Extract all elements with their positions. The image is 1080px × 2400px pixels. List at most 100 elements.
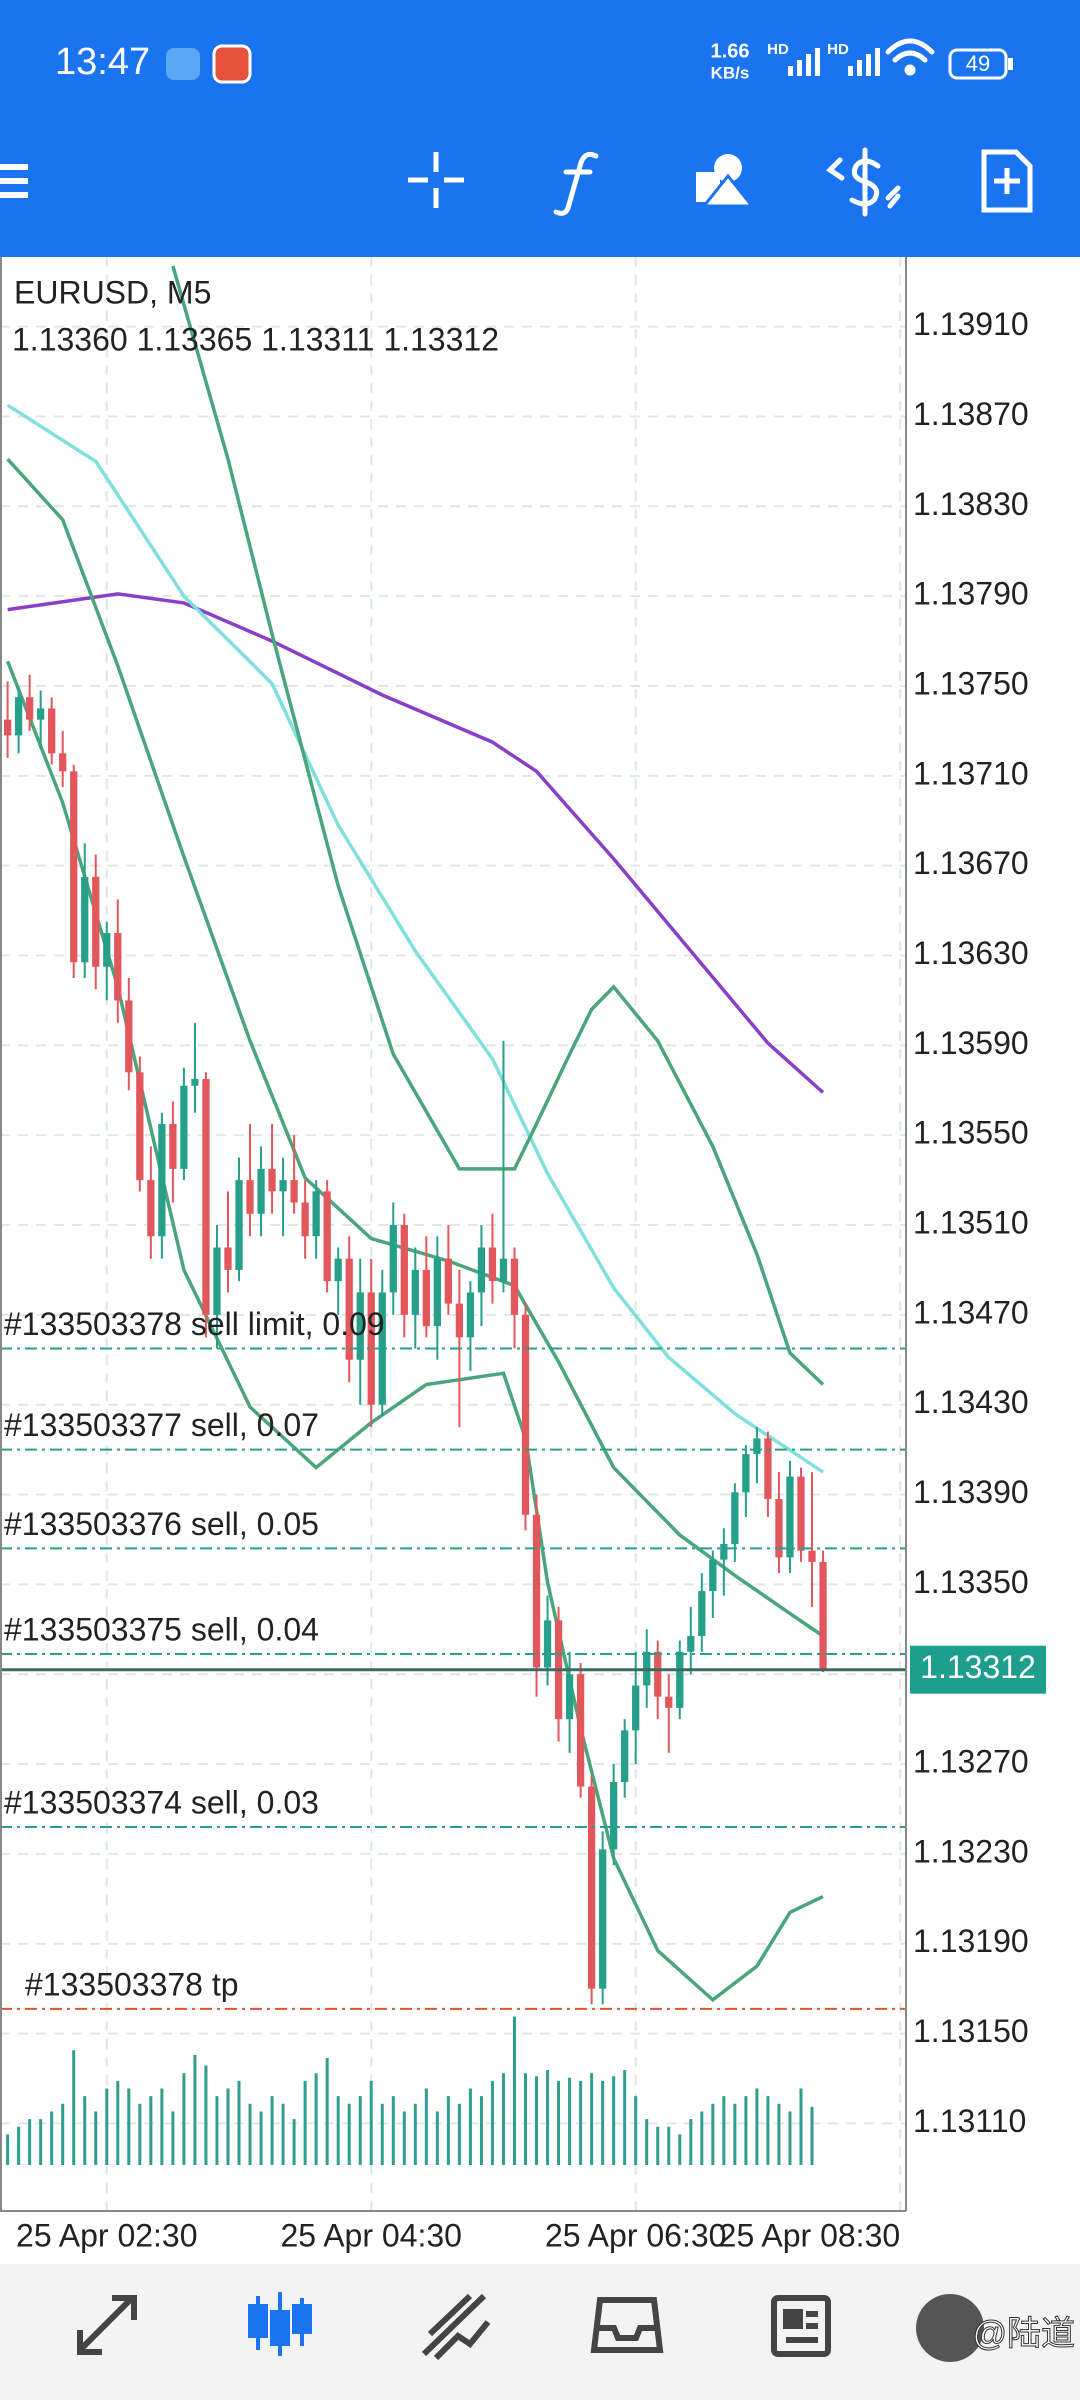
candle-body xyxy=(290,1180,298,1203)
y-tick-label: 1.13230 xyxy=(913,1833,1029,1869)
grid xyxy=(0,257,906,2211)
candle-body xyxy=(213,1247,221,1315)
history-tab[interactable] xyxy=(590,2297,664,2353)
candle-body xyxy=(565,1674,574,1720)
y-tick-label: 1.13630 xyxy=(913,935,1029,971)
signal-icon xyxy=(788,48,820,76)
candle-body xyxy=(466,1292,475,1338)
ohlc-info: 1.13360 1.13365 1.13311 1.13312 xyxy=(12,321,499,357)
candle-body xyxy=(654,1651,662,1697)
candle-body xyxy=(70,771,78,963)
candle-body xyxy=(477,1247,486,1293)
y-tick-label: 1.13750 xyxy=(913,665,1029,701)
candle-body xyxy=(753,1438,761,1455)
y-tick-label: 1.13790 xyxy=(913,576,1029,612)
candle-body xyxy=(81,876,89,963)
candle-body xyxy=(279,1180,287,1192)
candle-body xyxy=(709,1559,717,1592)
order-label: #133503374 sell, 0.03 xyxy=(4,1784,319,1820)
sim-tag: HD xyxy=(767,41,789,58)
candle-body xyxy=(819,1561,827,1670)
candle-body xyxy=(543,1620,552,1668)
candle-body xyxy=(775,1499,783,1558)
indicators-button[interactable] xyxy=(553,151,599,216)
wifi-icon xyxy=(885,38,935,76)
candle-body xyxy=(510,1258,519,1315)
order-label: #133503378 tp xyxy=(25,1966,239,2002)
y-tick-label: 1.13150 xyxy=(913,2013,1029,2049)
candle-body xyxy=(521,1314,530,1515)
candle-body xyxy=(676,1651,684,1708)
menu-button[interactable] xyxy=(0,164,28,198)
new-order-button[interactable] xyxy=(981,149,1033,213)
candle-body xyxy=(257,1168,265,1214)
plot xyxy=(0,265,906,2165)
objects-button[interactable] xyxy=(696,154,756,208)
trade-tab[interactable] xyxy=(421,2293,491,2361)
order-label: #133503375 sell, 0.04 xyxy=(4,1611,319,1647)
indicator-line xyxy=(7,592,825,1094)
price-label-bg xyxy=(910,1645,1046,1694)
candle-body xyxy=(576,1674,585,1787)
candle-body xyxy=(786,1476,794,1558)
candle-body xyxy=(323,1191,331,1282)
candle-body xyxy=(136,1072,144,1181)
x-tick-label: 25 Apr 02:30 xyxy=(16,2217,197,2253)
y-tick-label: 1.13670 xyxy=(913,845,1029,881)
order-label: #133503378 sell limit, 0.09 xyxy=(4,1306,385,1342)
candle-body xyxy=(665,1696,673,1708)
news-tab[interactable] xyxy=(771,2295,831,2357)
candle-body xyxy=(411,1269,419,1315)
candle-body xyxy=(169,1123,177,1169)
candle-body xyxy=(246,1180,254,1214)
candle-body xyxy=(433,1258,441,1327)
order-label: #133503376 sell, 0.05 xyxy=(4,1506,319,1542)
candle-body xyxy=(3,719,12,736)
bottom-nav xyxy=(0,2264,1080,2400)
indicator-line xyxy=(171,265,825,1386)
battery-tip xyxy=(1008,58,1013,70)
candle-body xyxy=(797,1476,805,1551)
watermark: @陆道 xyxy=(972,2315,1075,2353)
candle-body xyxy=(356,1292,364,1360)
candle-body xyxy=(334,1258,342,1282)
y-tick-label: 1.13910 xyxy=(913,306,1029,342)
candle-body xyxy=(48,708,56,754)
candle-body xyxy=(499,1258,508,1282)
order-label: #133503377 sell, 0.07 xyxy=(4,1407,319,1443)
candle-body xyxy=(367,1292,375,1405)
crosshair-button[interactable] xyxy=(408,152,464,208)
candle-body xyxy=(92,876,100,967)
indicator-line xyxy=(5,660,824,2003)
candle-body xyxy=(742,1454,750,1493)
chart-tab[interactable] xyxy=(248,2292,312,2356)
battery-level: 49 xyxy=(966,51,990,76)
trade-button[interactable] xyxy=(826,147,901,217)
x-tick-label: 25 Apr 04:30 xyxy=(280,2217,461,2253)
candle-body xyxy=(191,1079,199,1086)
clock: 13:47 xyxy=(55,41,150,83)
candle-body xyxy=(422,1269,430,1327)
candle-body xyxy=(599,1849,607,1989)
candle-body xyxy=(731,1492,739,1544)
candle-body xyxy=(389,1225,397,1293)
candle-body xyxy=(235,1180,243,1270)
candle-body xyxy=(587,1786,596,1989)
sim-tag: HD xyxy=(827,41,849,58)
indicator-line xyxy=(6,403,824,1474)
app-icon xyxy=(166,48,200,80)
candle-body xyxy=(103,933,111,967)
y-tick-label: 1.13390 xyxy=(913,1474,1029,1510)
y-tick-label: 1.13710 xyxy=(913,755,1029,791)
y-tick-label: 1.13350 xyxy=(913,1564,1029,1600)
candle-body xyxy=(621,1730,629,1783)
candle-body xyxy=(444,1258,453,1304)
header xyxy=(0,0,1080,257)
candle-body xyxy=(180,1085,188,1169)
quotes-tab[interactable] xyxy=(77,2295,137,2355)
candle-body xyxy=(26,697,34,720)
y-tick-label: 1.13590 xyxy=(913,1025,1029,1061)
candle-body xyxy=(345,1258,353,1360)
candle-body xyxy=(455,1303,464,1338)
